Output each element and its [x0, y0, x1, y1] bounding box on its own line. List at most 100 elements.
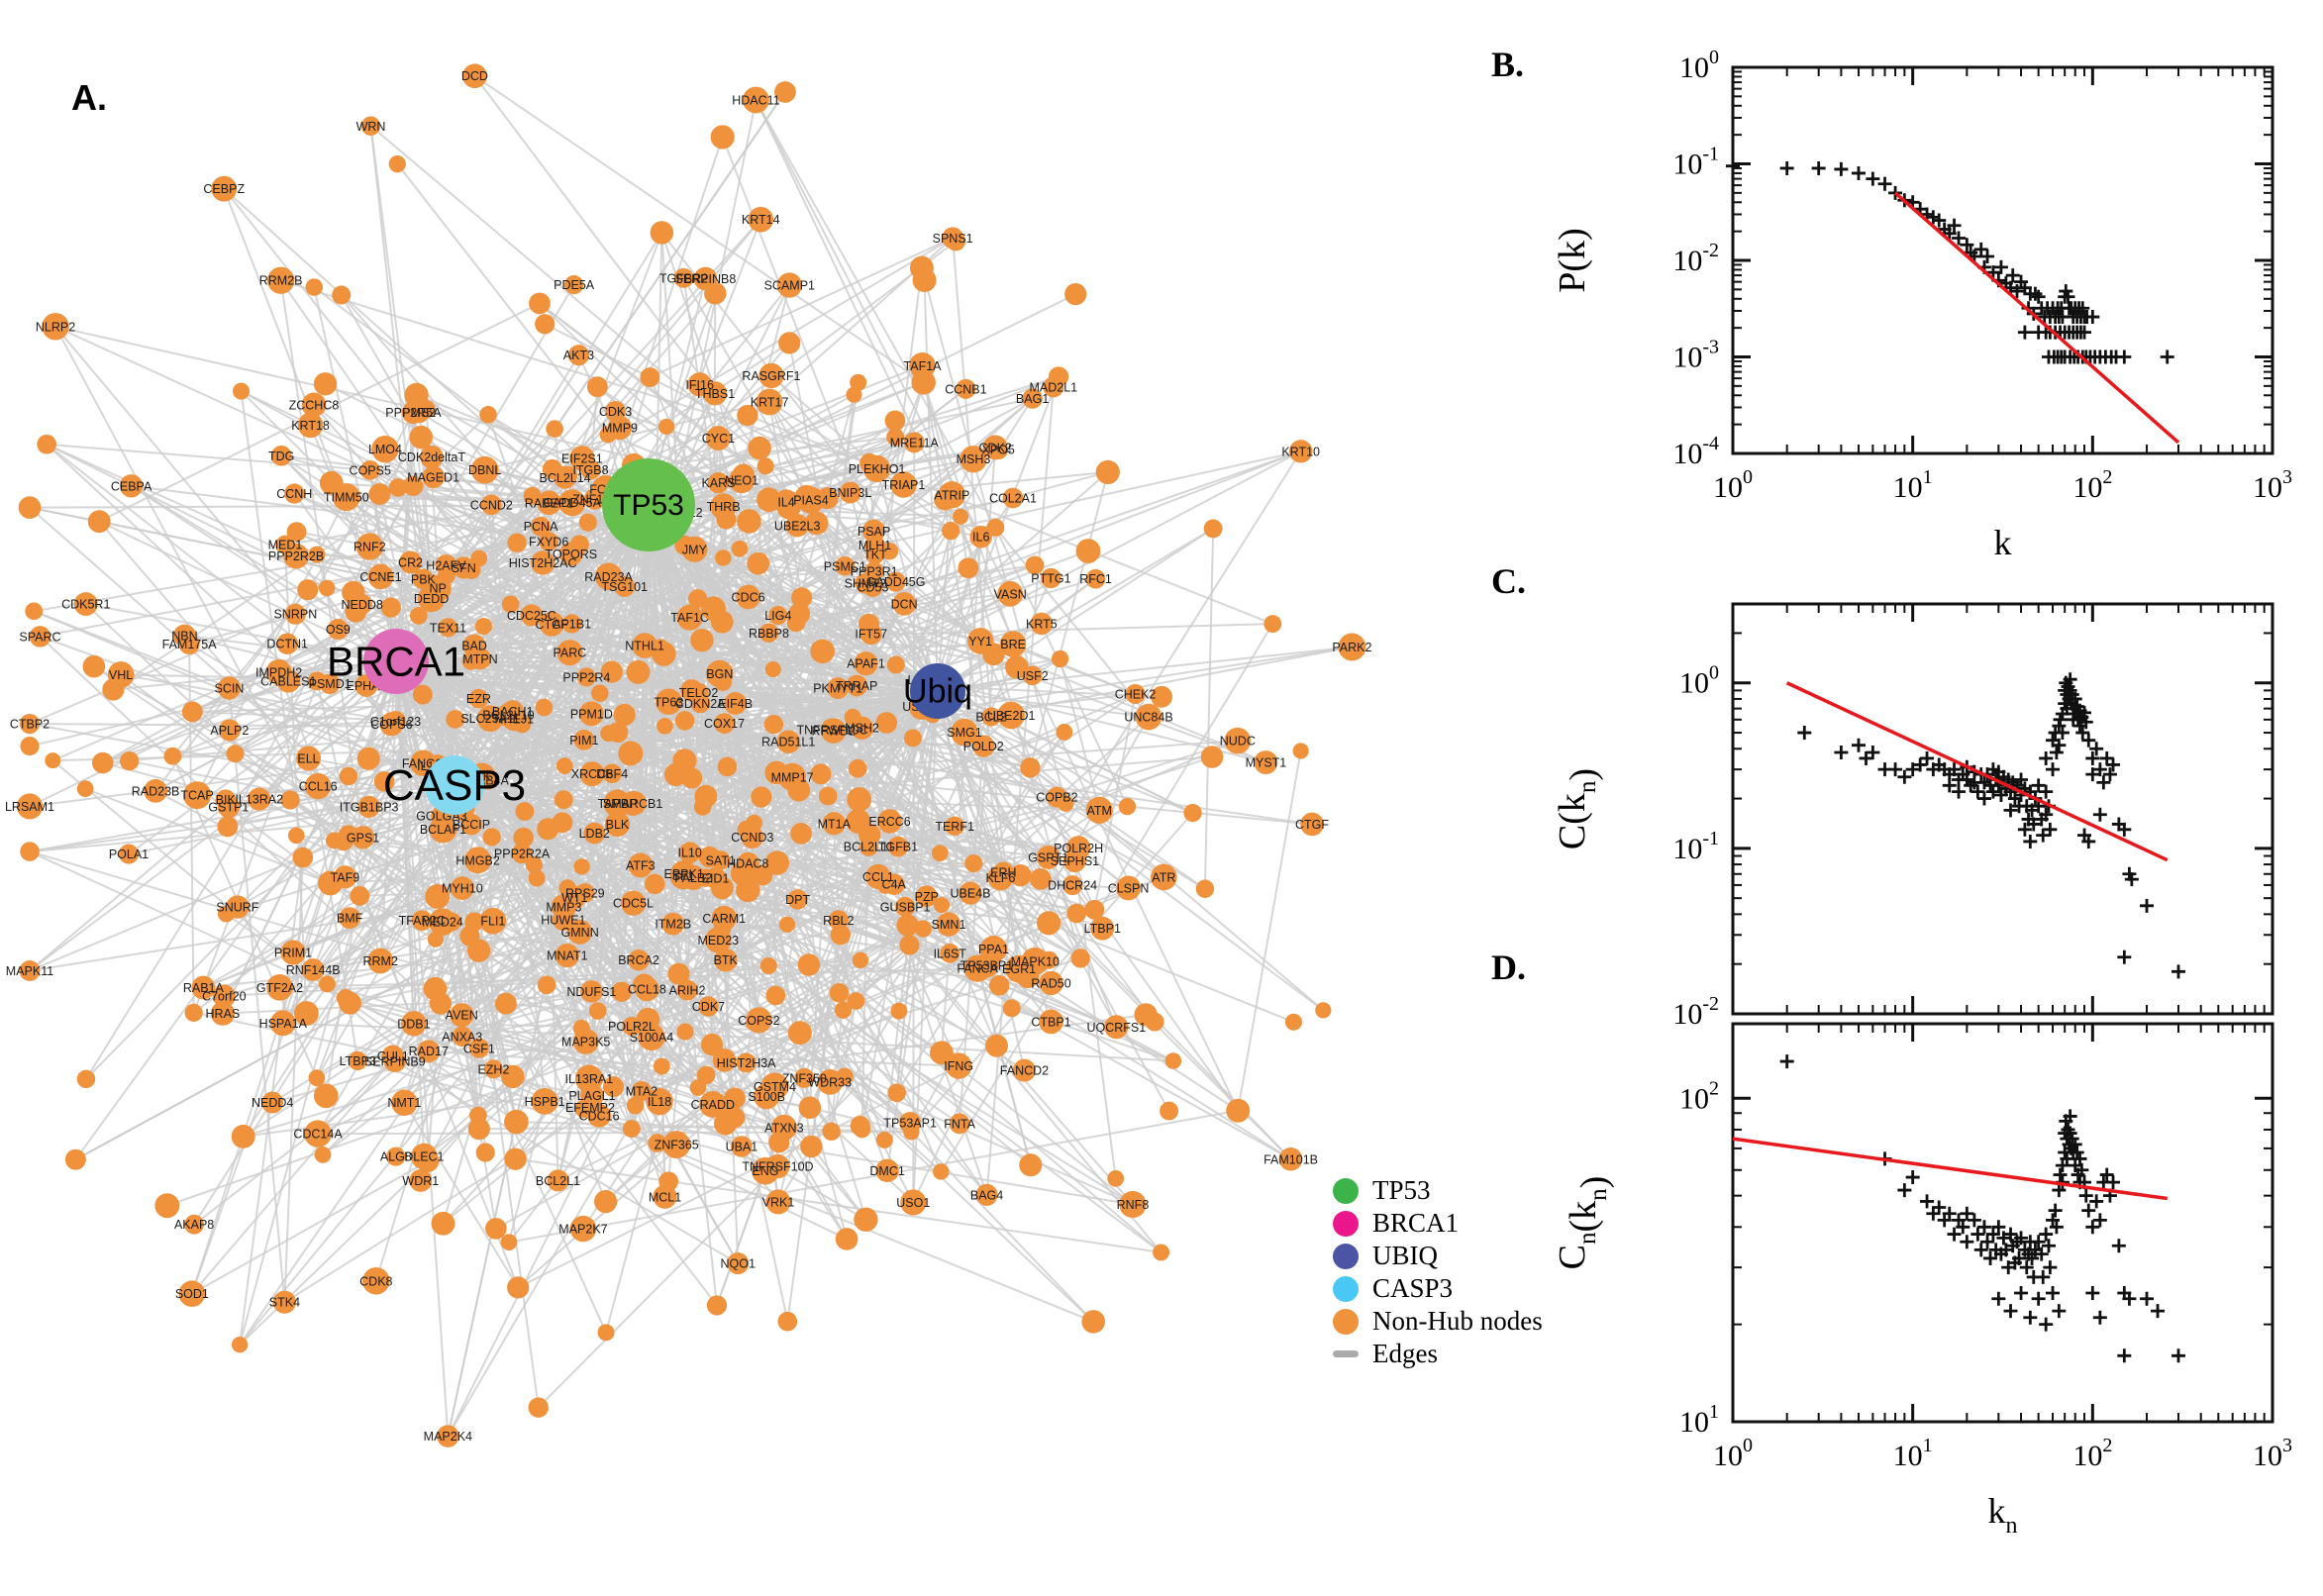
network-node	[658, 1171, 679, 1192]
network-node	[752, 1156, 779, 1185]
network-node	[64, 1148, 86, 1170]
network-node	[357, 795, 380, 818]
network-node-label: SF1	[672, 869, 695, 883]
plot-frame	[1731, 1022, 2274, 1424]
network-node-label: PPP3R1	[851, 565, 898, 579]
network-edge	[412, 485, 455, 786]
network-node	[513, 827, 534, 848]
network-node	[409, 425, 433, 449]
network-node	[178, 1280, 206, 1308]
data-point	[2031, 289, 2046, 304]
network-edge	[225, 785, 319, 801]
network-node-label: HRAS	[206, 1007, 241, 1021]
network-node	[232, 1336, 249, 1353]
network-node	[1090, 916, 1115, 941]
network-edge	[641, 1090, 866, 1221]
network-node	[746, 814, 763, 832]
network-edge	[368, 469, 497, 1230]
network-node	[764, 661, 781, 678]
network-node-label: CD53	[857, 581, 888, 595]
network-node	[1040, 950, 1059, 969]
hub-label-tp53: TP53	[613, 489, 684, 522]
network-node-label: UQCRFS1	[1086, 1021, 1146, 1035]
network-node-label: C1orf123	[370, 715, 421, 729]
network-node-label: CCL16	[299, 780, 338, 794]
network-node	[1315, 1002, 1332, 1019]
legend-edge-swatch	[1333, 1350, 1359, 1357]
network-node	[763, 714, 784, 735]
network-node-label: PARC	[554, 647, 587, 660]
data-point	[1956, 1220, 1970, 1235]
network-node	[226, 745, 245, 763]
network-node	[266, 266, 295, 294]
scatter-points	[1726, 158, 2174, 364]
network-node	[1135, 703, 1162, 731]
network-node	[442, 912, 461, 932]
network-node-label: PZP	[915, 890, 939, 904]
network-node	[355, 533, 384, 560]
data-point	[2039, 1227, 2054, 1242]
network-node	[903, 432, 925, 453]
network-node	[1020, 757, 1041, 778]
network-node	[184, 1214, 204, 1235]
network-edge	[937, 690, 1164, 878]
data-point	[2117, 349, 2132, 364]
network-edge	[240, 390, 304, 858]
legend-item-label: CASP3	[1372, 1273, 1454, 1303]
network-node	[507, 533, 527, 552]
network-edge	[102, 761, 538, 880]
data-point	[1905, 762, 1920, 777]
tick-label: 103	[2253, 466, 2292, 504]
network-node-label: ZNF365	[655, 1139, 699, 1152]
network-node	[820, 718, 845, 742]
network-node	[678, 842, 701, 863]
network-node-label: SHMT2	[845, 577, 886, 591]
network-node	[301, 958, 325, 981]
network-node	[535, 698, 554, 717]
network-node	[286, 522, 307, 543]
network-node	[20, 737, 40, 756]
network-node-label: DEDD	[414, 592, 449, 606]
data-point	[2039, 807, 2054, 822]
network-node	[1036, 845, 1060, 869]
network-node-label: SPARC	[19, 630, 60, 644]
network-node	[573, 729, 595, 750]
network-node	[887, 836, 909, 857]
network-node-label: PBK	[411, 572, 437, 586]
network-node-label: ATM	[1086, 804, 1111, 818]
network-node	[210, 1001, 235, 1026]
network-node	[118, 844, 140, 864]
network-node-label: TAF1A	[904, 359, 943, 373]
data-point	[1834, 161, 1849, 176]
network-node	[417, 584, 446, 613]
network-node-label: PRIM1	[274, 947, 312, 960]
network-node	[391, 1089, 418, 1116]
network-edge	[356, 1059, 657, 1145]
hub-node-casp3	[425, 755, 484, 815]
network-node	[551, 894, 577, 920]
network-node	[386, 1147, 406, 1166]
network-node	[698, 996, 719, 1017]
network-node	[846, 386, 862, 403]
network-node	[218, 719, 241, 742]
network-node-label: ZNF350	[782, 1071, 827, 1085]
network-node	[475, 1143, 495, 1162]
network-node-label: BCL2L1	[536, 1174, 580, 1188]
network-edge	[512, 862, 750, 1078]
plot-ticks	[1731, 1024, 2274, 1424]
network-node	[827, 677, 850, 699]
network-node	[786, 613, 806, 633]
data-point	[2046, 1285, 2061, 1300]
network-node-label: TRIAP1	[882, 478, 926, 492]
tick-label: 102	[1679, 1077, 1719, 1115]
network-node	[1085, 568, 1106, 589]
data-point	[1942, 226, 1957, 241]
network-edge	[591, 773, 694, 879]
network-node	[982, 643, 1005, 666]
network-node	[76, 1069, 96, 1089]
network-node	[217, 905, 235, 923]
data-point	[1947, 1227, 1962, 1242]
data-point	[2096, 775, 2111, 790]
network-node	[178, 633, 200, 655]
